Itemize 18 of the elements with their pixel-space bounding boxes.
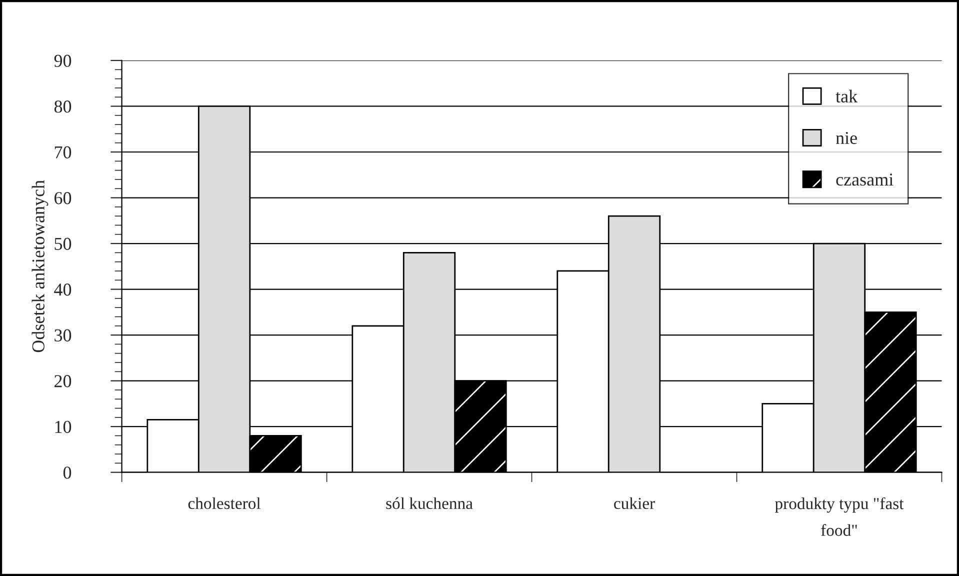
- x-tick-label: produkty typu "fast food": [775, 497, 904, 536]
- y-tick-label: 0: [63, 466, 72, 479]
- y-tick-label: 70: [54, 146, 72, 158]
- y-tick-label: 20: [54, 375, 72, 388]
- y-tick-label: 60: [54, 192, 72, 204]
- legend-label: czasami: [836, 174, 894, 186]
- x-tick-label: cukier: [614, 497, 655, 510]
- y-tick-label: 80: [54, 100, 72, 113]
- y-tick-label: 40: [54, 284, 72, 296]
- y-tick-label: 30: [54, 329, 72, 342]
- legend-label: nie: [836, 132, 857, 144]
- x-tick-label: sól kuchenna: [386, 497, 473, 510]
- y-axis-title: Odsetek ankietowanych: [32, 180, 48, 352]
- legend-label: tak: [836, 90, 858, 103]
- x-tick-label: cholesterol: [188, 497, 261, 510]
- y-tick-label: 50: [54, 238, 72, 250]
- y-tick-label: 90: [54, 54, 72, 67]
- y-tick-label: 10: [55, 420, 72, 433]
